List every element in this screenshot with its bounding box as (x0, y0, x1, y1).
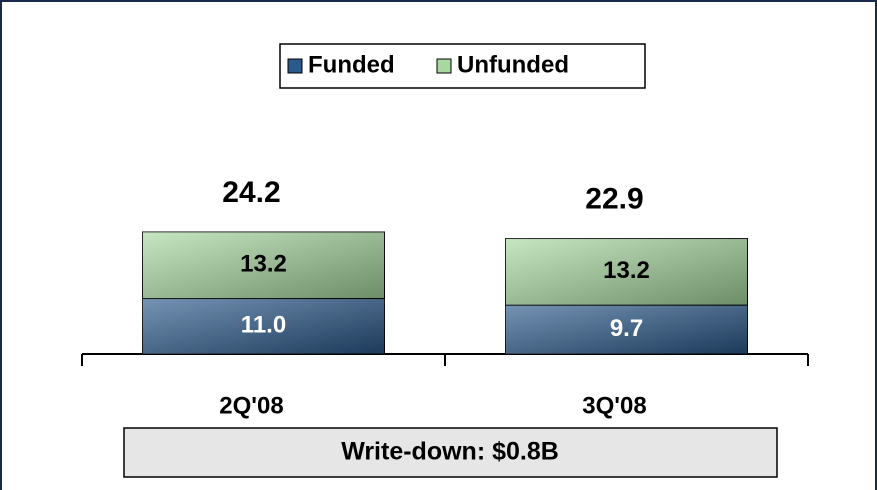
total-label: 24.2 (222, 176, 280, 209)
legend-label: Unfunded (457, 51, 569, 78)
data-label: 13.2 (603, 257, 650, 284)
legend-swatch (287, 58, 303, 74)
data-label: 9.7 (610, 315, 643, 342)
total-label: 22.9 (585, 182, 643, 215)
data-label: 11.0 (241, 312, 286, 339)
legend-label: Funded (308, 51, 395, 78)
annotation-box (123, 427, 778, 478)
annotation: Write-down: $0.8B (341, 438, 559, 466)
data-label: 13.2 (240, 251, 287, 278)
legend-box (279, 43, 646, 89)
x-tick-label: 2Q'08 (219, 392, 283, 419)
legend-swatch (436, 58, 452, 74)
x-tick-label: 3Q'08 (582, 392, 646, 419)
